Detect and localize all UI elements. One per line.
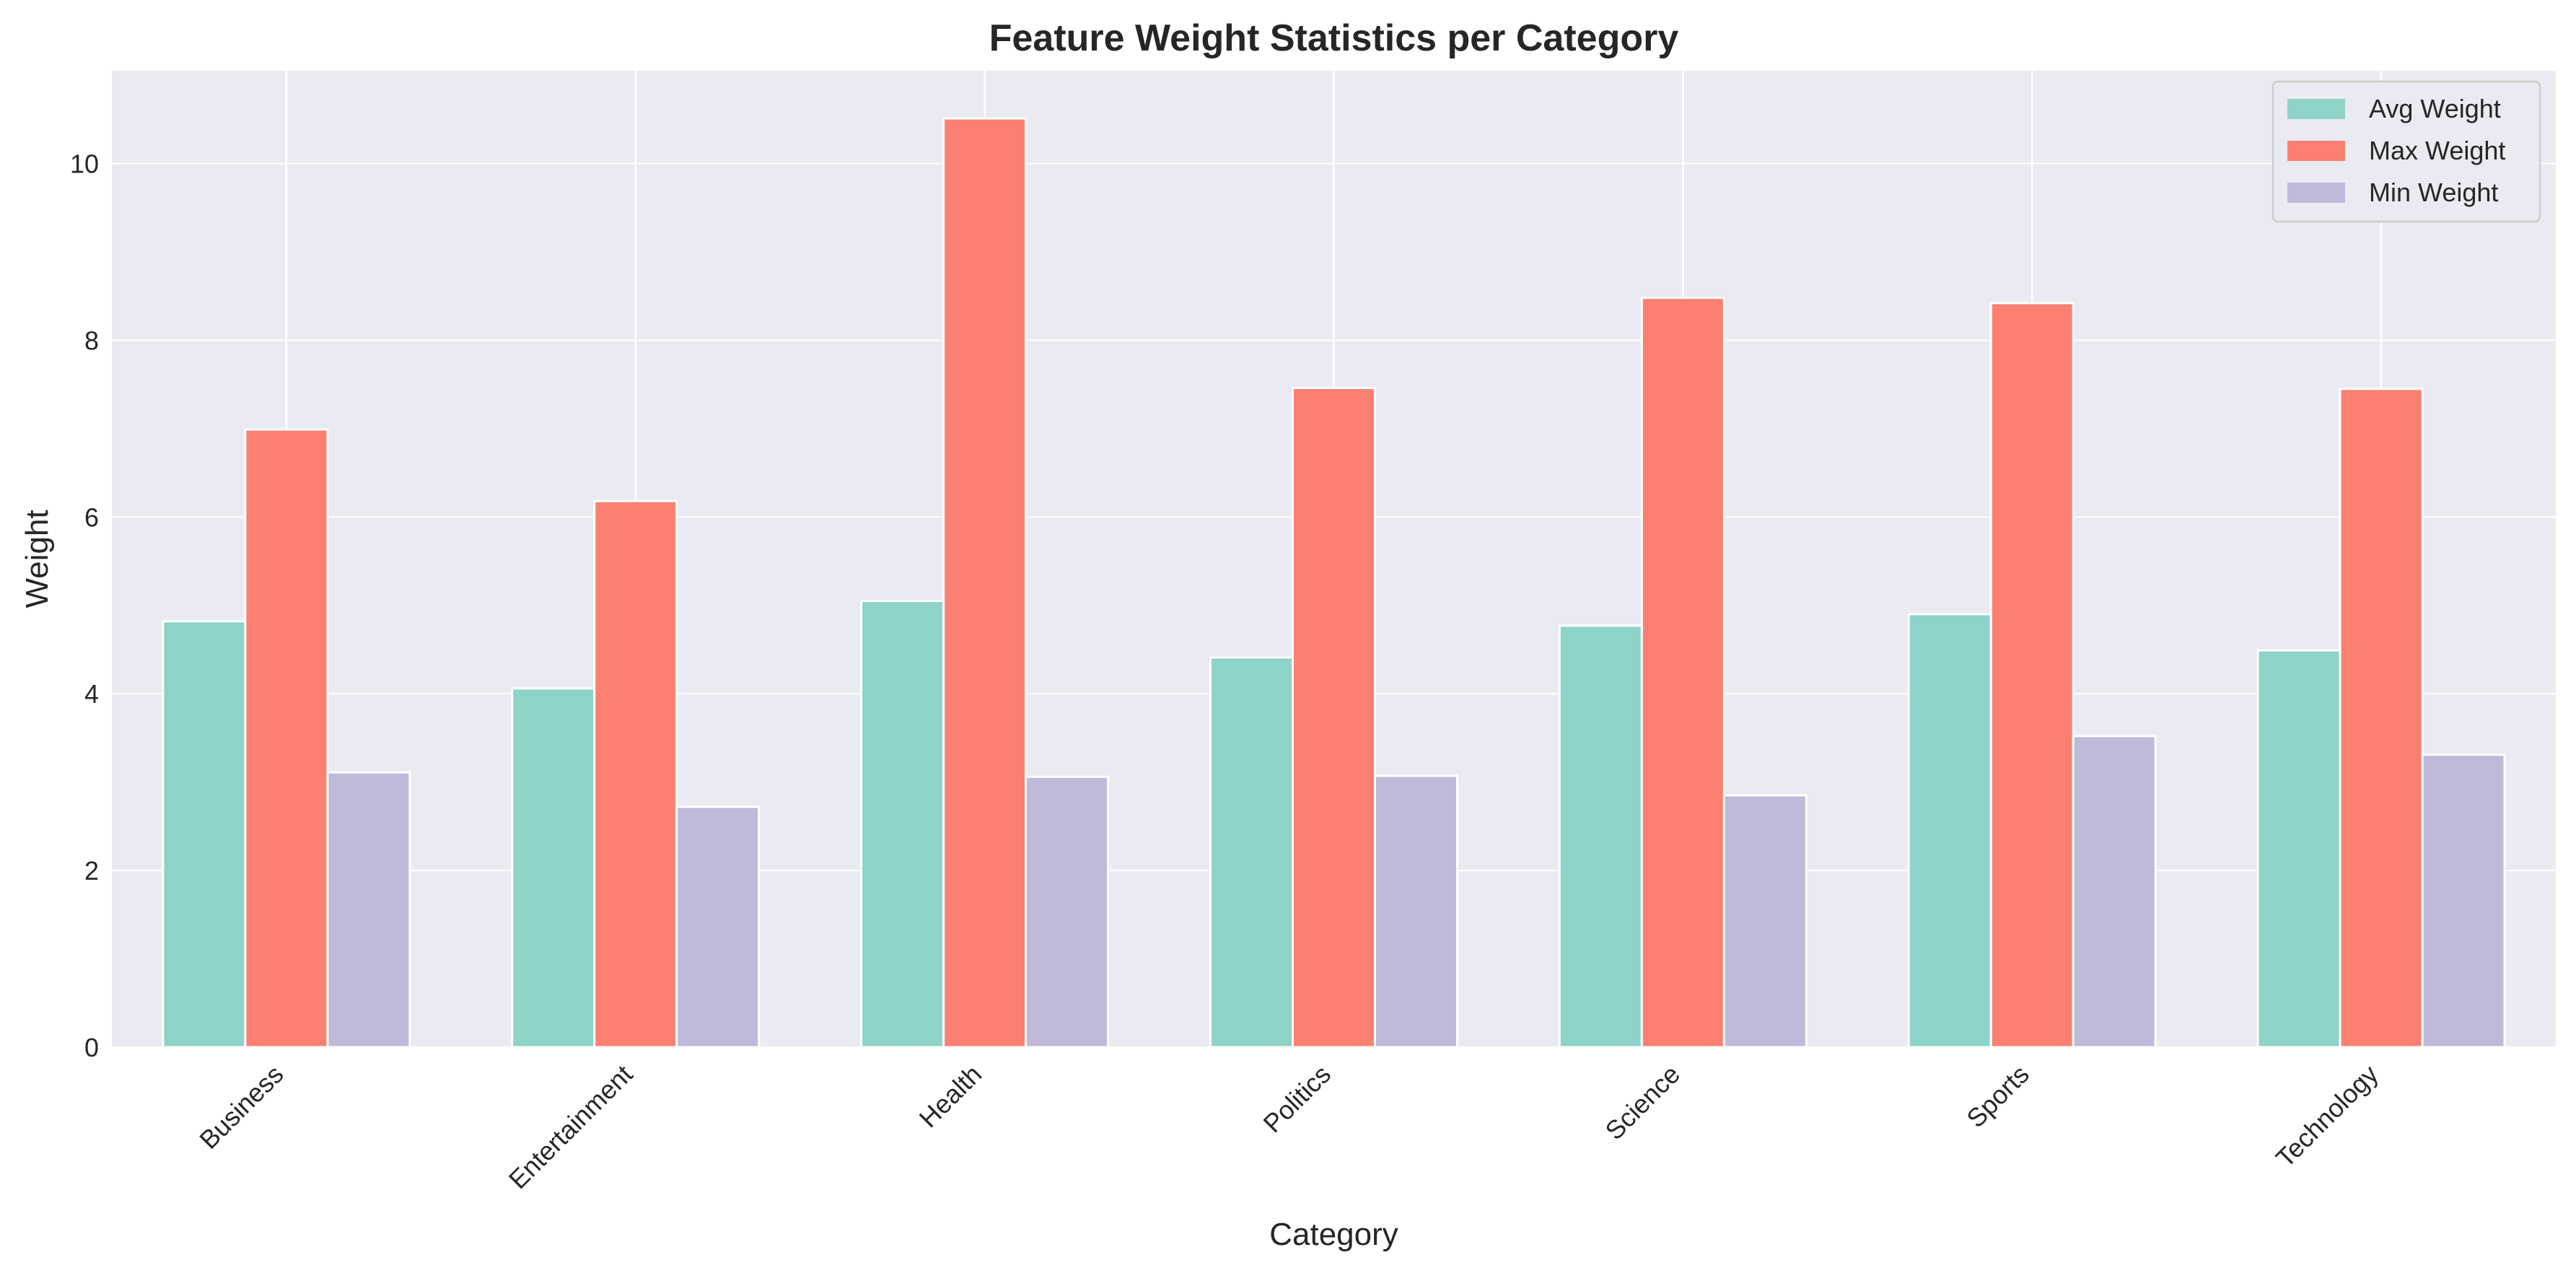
bar-max-weight xyxy=(1989,302,2075,1049)
bar-min-weight xyxy=(326,771,411,1049)
bar-max-weight xyxy=(2339,388,2424,1049)
y-tick-label: 6 xyxy=(84,502,99,532)
bar-min-weight xyxy=(1722,794,1808,1049)
bars xyxy=(162,117,2506,1049)
bar-avg-weight xyxy=(162,620,247,1049)
legend-label: Avg Weight xyxy=(2369,94,2501,123)
bar-min-weight xyxy=(2421,753,2506,1049)
bar-avg-weight xyxy=(511,687,596,1049)
y-tick-label: 2 xyxy=(84,856,99,886)
bar-max-weight xyxy=(244,428,329,1049)
bar-max-weight xyxy=(593,499,678,1049)
y-tick-label: 0 xyxy=(84,1033,99,1062)
legend-swatch xyxy=(2287,183,2345,203)
bar-max-weight xyxy=(1292,387,1376,1049)
bar-avg-weight xyxy=(1209,656,1294,1049)
bar-min-weight xyxy=(675,805,761,1049)
bar-min-weight xyxy=(1374,774,1458,1049)
bar-avg-weight xyxy=(860,600,945,1049)
chart-title: Feature Weight Statistics per Category xyxy=(989,17,1679,59)
bar-max-weight xyxy=(942,117,1028,1049)
x-axis-label: Category xyxy=(1269,1217,1398,1252)
y-tick-label: 4 xyxy=(84,679,99,709)
y-tick-label: 10 xyxy=(70,149,99,179)
legend-swatch xyxy=(2287,99,2345,119)
bar-avg-weight xyxy=(1558,624,1643,1049)
bar-min-weight xyxy=(2072,735,2157,1049)
y-axis-ticks: 0 2 4 6 8 10 xyxy=(70,149,99,1062)
bar-max-weight xyxy=(1640,297,1725,1049)
legend-label: Min Weight xyxy=(2369,178,2498,207)
bar-min-weight xyxy=(1025,775,1110,1049)
legend-label: Max Weight xyxy=(2369,136,2505,165)
bar-avg-weight xyxy=(1907,613,1992,1049)
y-axis-label: Weight xyxy=(19,510,55,608)
bar-avg-weight xyxy=(2256,649,2341,1049)
legend-swatch xyxy=(2287,141,2345,161)
y-tick-label: 8 xyxy=(84,325,99,355)
legend: Avg Weight Max Weight Min Weight xyxy=(2271,80,2541,223)
